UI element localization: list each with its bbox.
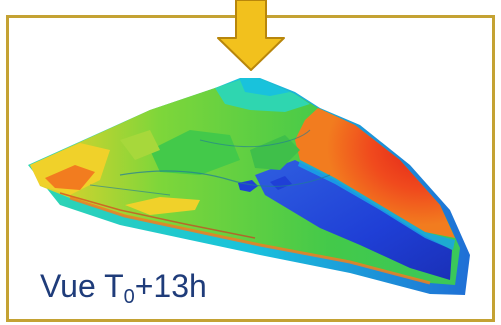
east-red-plateau <box>295 108 455 238</box>
channel-strip <box>298 160 455 250</box>
down-arrow-icon <box>217 0 285 71</box>
blue-lowland <box>255 160 452 280</box>
coastline-inner <box>59 192 256 239</box>
north-plateau-edge <box>240 80 290 96</box>
green-patch <box>150 130 240 175</box>
caption-suffix: +13h <box>134 268 207 304</box>
west-orange <box>45 165 95 190</box>
north-plateau <box>215 80 310 112</box>
figure-caption: Vue T0+13h <box>40 270 207 307</box>
caption-subscript: 0 <box>123 286 135 308</box>
river <box>89 184 171 196</box>
river <box>119 170 331 188</box>
coastline <box>69 196 431 285</box>
yellow-patch <box>120 130 160 160</box>
river <box>199 129 311 148</box>
west-spit <box>125 197 200 215</box>
caption-prefix: Vue T <box>40 268 124 304</box>
green-patch <box>250 135 300 170</box>
